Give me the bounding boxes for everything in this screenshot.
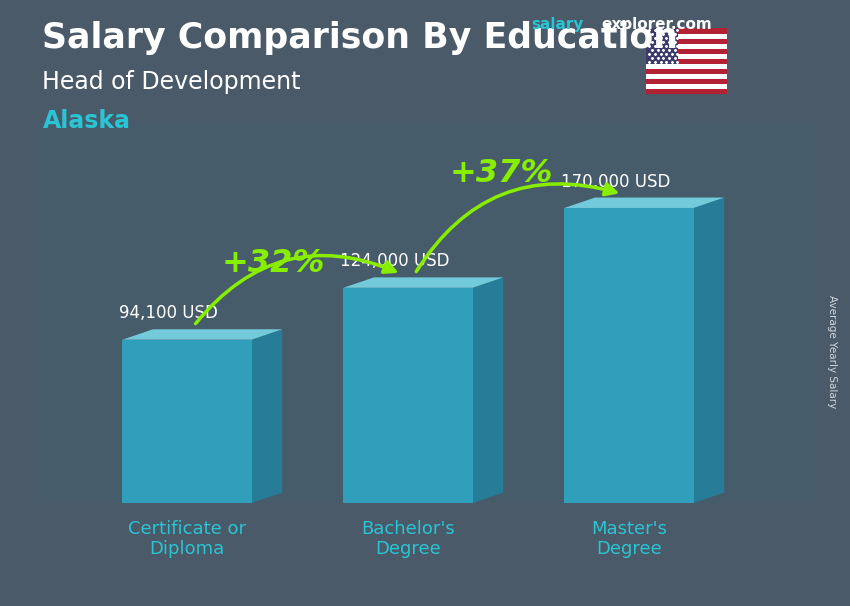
Text: Head of Development: Head of Development xyxy=(42,70,301,94)
Text: Average Yearly Salary: Average Yearly Salary xyxy=(827,295,837,408)
Bar xyxy=(646,28,678,64)
Text: 124,000 USD: 124,000 USD xyxy=(340,253,450,270)
Polygon shape xyxy=(473,278,503,503)
Bar xyxy=(646,64,727,68)
Text: 170,000 USD: 170,000 USD xyxy=(561,173,671,191)
Bar xyxy=(646,54,727,59)
Polygon shape xyxy=(564,198,724,208)
Bar xyxy=(646,48,727,54)
Bar xyxy=(646,59,727,64)
Bar xyxy=(646,74,727,79)
Text: explorer.com: explorer.com xyxy=(601,17,711,32)
Bar xyxy=(646,89,727,94)
Bar xyxy=(646,33,727,39)
Polygon shape xyxy=(564,208,694,503)
Text: +32%: +32% xyxy=(222,248,326,279)
Polygon shape xyxy=(343,288,473,503)
Polygon shape xyxy=(343,278,503,288)
Bar xyxy=(646,68,727,74)
Bar xyxy=(646,79,727,84)
Polygon shape xyxy=(122,340,252,503)
Bar xyxy=(646,84,727,89)
Text: +37%: +37% xyxy=(450,158,553,188)
Polygon shape xyxy=(694,198,724,503)
Bar xyxy=(646,28,727,33)
Text: Salary Comparison By Education: Salary Comparison By Education xyxy=(42,21,678,55)
Text: 94,100 USD: 94,100 USD xyxy=(119,304,218,322)
Polygon shape xyxy=(122,329,282,340)
Text: Alaska: Alaska xyxy=(42,109,131,133)
Polygon shape xyxy=(252,329,282,503)
Text: salary: salary xyxy=(531,17,584,32)
Bar xyxy=(646,39,727,44)
Bar xyxy=(646,44,727,48)
